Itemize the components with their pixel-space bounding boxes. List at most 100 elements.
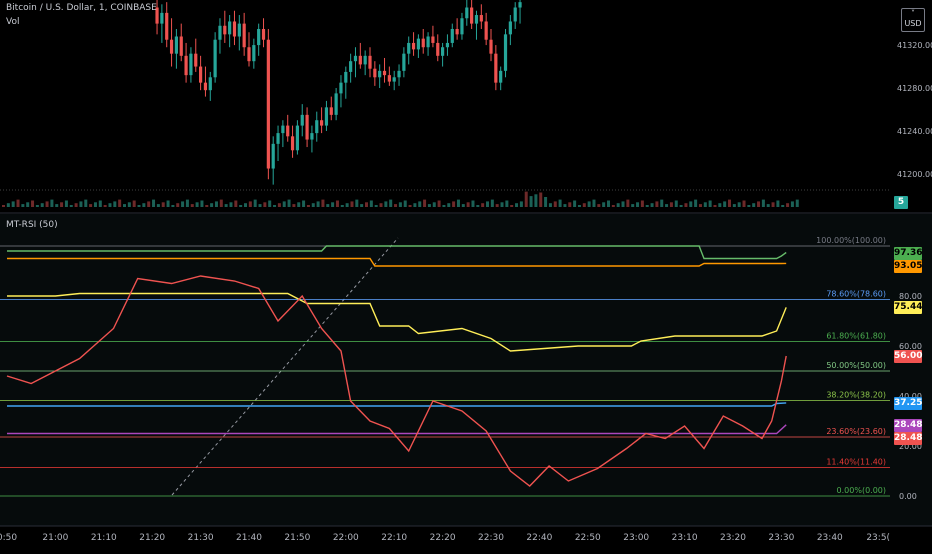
volume-bar <box>389 199 393 207</box>
volume-bar <box>636 202 640 207</box>
indicator-title[interactable]: MT-RSI (50) <box>6 220 58 230</box>
candle-body <box>489 39 493 54</box>
volume-bar <box>152 199 156 207</box>
volume-bar <box>302 200 306 207</box>
volume-bar <box>205 205 209 207</box>
candle-body <box>474 15 479 24</box>
candle-body <box>155 7 159 24</box>
volume-bar <box>616 203 620 207</box>
candle <box>397 64 401 86</box>
volume-bar <box>292 204 296 207</box>
volume-bar <box>31 200 35 207</box>
candle-body <box>441 47 445 56</box>
candle <box>339 75 343 108</box>
volume-bar <box>190 204 194 207</box>
volume-bar <box>631 204 635 207</box>
price-tick-label: 41240.00 <box>897 127 932 136</box>
volume-bar <box>11 201 15 207</box>
time-tick-label: 21:50 <box>284 533 310 543</box>
candle-body <box>397 70 401 78</box>
volume-bar <box>602 202 606 207</box>
volume-bar <box>515 203 519 207</box>
volume-bar <box>287 199 291 207</box>
candle-body <box>329 107 333 115</box>
candle-body <box>363 55 367 65</box>
volume-bar <box>50 199 54 207</box>
candle <box>378 64 382 89</box>
rsi-series-line <box>6 275 787 487</box>
volume-bar <box>365 202 368 207</box>
candle <box>271 136 275 185</box>
candle <box>508 15 512 46</box>
candle <box>286 114 290 142</box>
candlestick-series <box>155 0 522 185</box>
volume-bar <box>563 204 567 207</box>
candle-body <box>286 125 290 137</box>
volume-bar <box>2 205 5 207</box>
volume-bar <box>665 204 669 207</box>
candle-body <box>213 39 217 78</box>
volume-bar <box>607 200 610 207</box>
volume-bar <box>466 202 470 207</box>
volume-bar <box>640 200 644 207</box>
rsi-value-badge: 56.00 <box>894 350 923 363</box>
time-tick-label: 0:50 <box>0 533 17 543</box>
candle <box>499 66 503 91</box>
volume-bar <box>771 202 775 207</box>
currency-button[interactable]: ˅ USD <box>901 8 925 32</box>
volume-bar <box>394 204 398 207</box>
candle-body <box>378 70 382 78</box>
volume-bar <box>35 205 39 207</box>
candle-body <box>382 70 387 76</box>
volume-bar <box>79 201 83 207</box>
volume-bar <box>781 205 785 207</box>
volume-bar <box>650 203 654 207</box>
candle <box>489 28 493 62</box>
candle <box>470 0 474 29</box>
candle-body <box>407 42 411 54</box>
candle-body <box>165 12 169 40</box>
volume-bar <box>476 205 480 207</box>
volume-bar <box>166 200 170 207</box>
rsi-series-line <box>7 245 787 260</box>
volume-bar <box>553 201 557 207</box>
axes: 41200.00 41240.00 41280.00 41320.00 0.00 20.0… <box>0 41 932 543</box>
candle-body <box>494 53 498 83</box>
candle-body <box>199 66 203 83</box>
time-tick-label: 22:20 <box>430 533 456 543</box>
time-tick-label: 23:30 <box>768 533 794 543</box>
volume-bar <box>582 203 586 207</box>
collapse-icon: ˅ <box>911 9 915 18</box>
candle-body <box>484 21 488 40</box>
volume-bar <box>437 200 441 207</box>
rsi-tick-label: 20.00 <box>899 442 922 451</box>
candle-body <box>271 143 275 169</box>
candle-body <box>203 82 208 91</box>
volume-bar <box>592 199 596 207</box>
candle-body <box>295 125 299 151</box>
volume-bar <box>69 205 73 207</box>
volume-bar <box>461 204 465 207</box>
rsi-value-badge: 37.25 <box>894 396 923 410</box>
candle <box>344 66 348 99</box>
volume-bar <box>234 200 238 207</box>
volume-bar <box>384 201 388 207</box>
candle <box>320 107 324 134</box>
candle <box>479 4 483 29</box>
volume-bar <box>524 191 528 207</box>
candle <box>368 47 372 78</box>
currency-label: USD <box>904 19 922 28</box>
volume-value-badge: 5 <box>894 196 908 209</box>
candle <box>402 47 406 78</box>
candle <box>281 120 285 148</box>
volume-bar <box>674 200 678 207</box>
volume-legend-label[interactable]: Vol <box>6 17 20 27</box>
candle-body <box>232 21 237 37</box>
candle <box>174 28 178 69</box>
candle-body <box>324 107 329 126</box>
candle <box>373 61 377 86</box>
symbol-title[interactable]: Bitcoin / U.S. Dollar, 1, COINBASE <box>6 3 157 13</box>
candle <box>416 34 420 58</box>
candle <box>169 18 174 67</box>
